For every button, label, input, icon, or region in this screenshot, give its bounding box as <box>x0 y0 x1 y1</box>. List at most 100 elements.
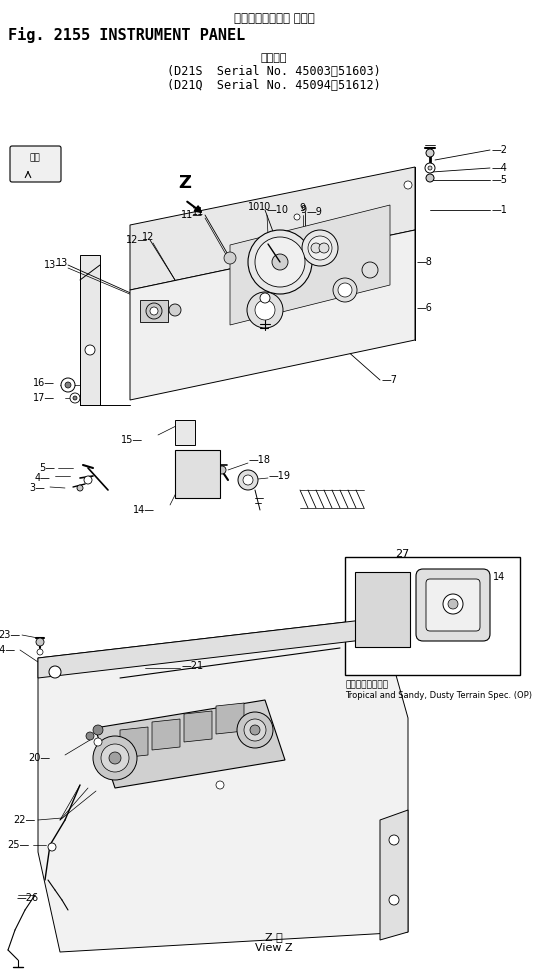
Text: Fig. 2155 INSTRUMENT PANEL: Fig. 2155 INSTRUMENT PANEL <box>8 27 245 43</box>
Text: —2: —2 <box>492 145 508 155</box>
Polygon shape <box>380 810 408 940</box>
Text: —9: —9 <box>307 207 323 217</box>
Circle shape <box>255 237 305 287</box>
Circle shape <box>389 895 399 905</box>
Circle shape <box>302 230 338 266</box>
Bar <box>175 450 220 498</box>
Text: 4—: 4— <box>34 473 50 483</box>
Text: 15—: 15— <box>121 435 143 445</box>
Circle shape <box>85 345 95 355</box>
Text: Z 視: Z 視 <box>265 932 283 942</box>
Circle shape <box>237 712 273 748</box>
Circle shape <box>443 594 463 614</box>
Text: 20—: 20— <box>28 753 50 763</box>
Text: —26: —26 <box>17 893 39 903</box>
Text: 17—: 17— <box>33 393 55 403</box>
Polygon shape <box>38 618 408 952</box>
Text: 熱帯、砂尘地仕様: 熱帯、砂尘地仕様 <box>345 680 388 689</box>
Circle shape <box>218 466 226 474</box>
Circle shape <box>109 752 121 764</box>
Circle shape <box>333 278 357 302</box>
Text: —18: —18 <box>249 455 271 465</box>
Bar <box>355 572 410 647</box>
Polygon shape <box>230 205 390 325</box>
Text: —1: —1 <box>492 205 508 215</box>
Bar <box>140 300 168 322</box>
FancyBboxPatch shape <box>416 569 490 641</box>
Circle shape <box>86 732 94 740</box>
Polygon shape <box>130 230 415 400</box>
Text: 16—: 16— <box>33 378 55 388</box>
Circle shape <box>94 738 102 746</box>
Circle shape <box>426 174 434 182</box>
Text: 12—: 12— <box>126 235 148 245</box>
Circle shape <box>70 393 80 403</box>
Text: 9: 9 <box>300 205 306 215</box>
Polygon shape <box>38 618 380 678</box>
Circle shape <box>255 300 275 320</box>
Text: 適用号機: 適用号機 <box>261 53 287 63</box>
Text: View Z: View Z <box>255 943 293 953</box>
Circle shape <box>247 292 283 328</box>
Text: 13: 13 <box>56 258 68 268</box>
Text: 11: 11 <box>192 207 204 217</box>
Circle shape <box>362 262 378 278</box>
Text: 14—: 14— <box>133 505 155 515</box>
Text: —6: —6 <box>417 303 433 313</box>
Polygon shape <box>152 719 180 750</box>
Text: 12: 12 <box>142 232 154 242</box>
Text: (D21S  Serial No. 45003～51603): (D21S Serial No. 45003～51603) <box>167 65 381 78</box>
Circle shape <box>338 283 352 297</box>
Text: 23—: 23— <box>0 630 20 640</box>
Circle shape <box>37 649 43 655</box>
FancyBboxPatch shape <box>426 579 480 631</box>
Text: 前方: 前方 <box>30 153 41 162</box>
Circle shape <box>244 719 266 741</box>
Circle shape <box>428 166 432 170</box>
Text: Z: Z <box>178 174 191 192</box>
Text: —10: —10 <box>267 205 289 215</box>
Circle shape <box>224 252 236 264</box>
Text: 5—: 5— <box>39 463 55 473</box>
Polygon shape <box>184 711 212 742</box>
Text: 22—: 22— <box>13 815 35 825</box>
Text: —21: —21 <box>182 661 204 671</box>
Circle shape <box>150 307 158 315</box>
Circle shape <box>308 236 332 260</box>
Circle shape <box>404 181 412 189</box>
Circle shape <box>49 666 61 678</box>
FancyBboxPatch shape <box>10 146 61 182</box>
Text: —19: —19 <box>269 471 291 481</box>
Text: 27: 27 <box>395 549 409 559</box>
Polygon shape <box>95 700 285 788</box>
Bar <box>175 420 195 445</box>
Circle shape <box>248 230 312 294</box>
Circle shape <box>61 378 75 392</box>
Text: 10: 10 <box>259 202 271 212</box>
Circle shape <box>448 599 458 609</box>
Polygon shape <box>120 727 148 758</box>
Text: —7: —7 <box>382 375 398 385</box>
Text: —4: —4 <box>492 163 508 173</box>
Circle shape <box>101 744 129 772</box>
Circle shape <box>238 470 258 490</box>
Text: 11—: 11— <box>181 210 203 220</box>
Circle shape <box>260 293 270 303</box>
Text: (D21Q  Serial No. 45094～51612): (D21Q Serial No. 45094～51612) <box>167 79 381 92</box>
Text: 25—: 25— <box>8 840 30 850</box>
Bar <box>345 557 520 675</box>
Circle shape <box>77 485 83 491</box>
Text: 24—: 24— <box>0 645 15 655</box>
Text: 13—: 13— <box>44 260 66 270</box>
Circle shape <box>216 781 224 789</box>
Polygon shape <box>130 167 415 290</box>
Text: 14: 14 <box>493 572 505 582</box>
Circle shape <box>93 725 103 735</box>
Circle shape <box>250 725 260 735</box>
Text: —5: —5 <box>492 175 508 185</box>
Text: インスツルメント パネル: インスツルメント パネル <box>234 12 315 25</box>
Circle shape <box>48 843 56 851</box>
Circle shape <box>426 149 434 157</box>
Circle shape <box>73 396 77 400</box>
Circle shape <box>243 475 253 485</box>
